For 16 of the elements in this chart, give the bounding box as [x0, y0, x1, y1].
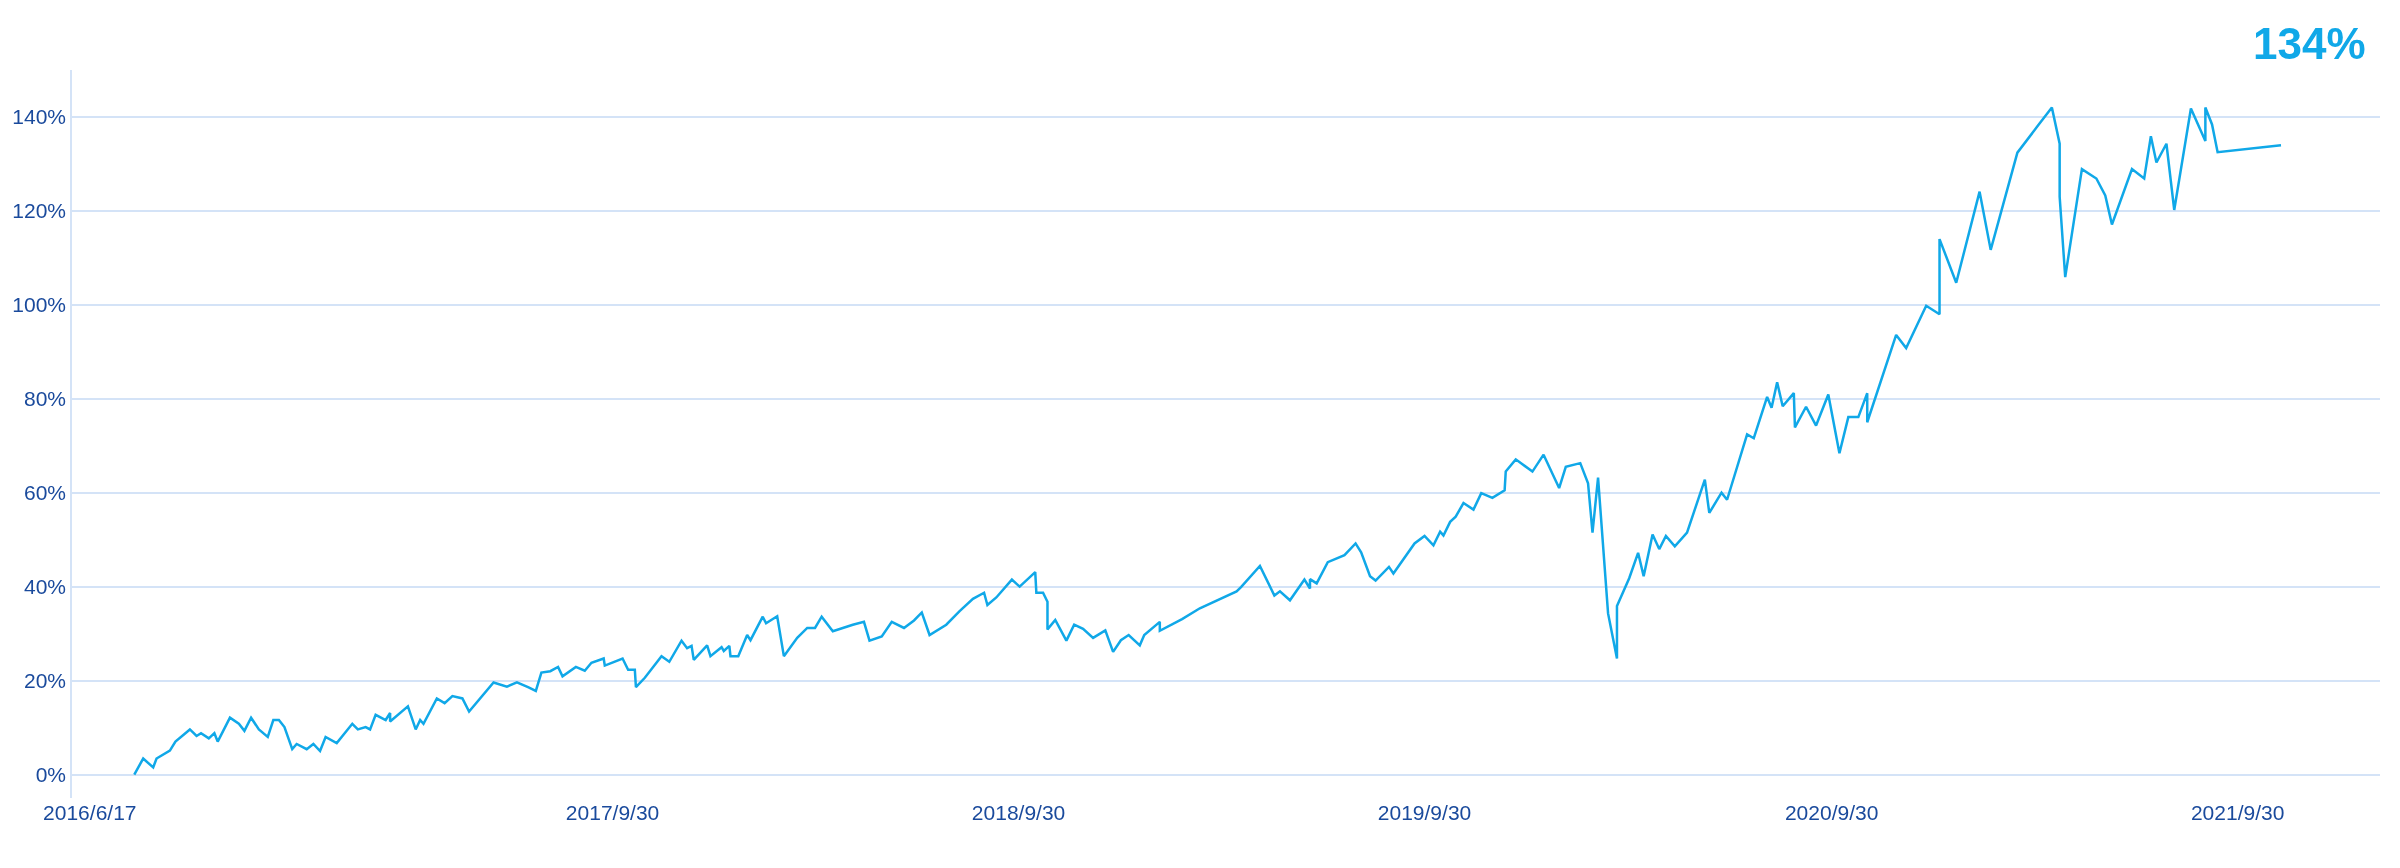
y-tick-label: 100%	[12, 293, 67, 317]
line-series	[133, 106, 2283, 776]
y-tick-label: 120%	[12, 199, 67, 223]
x-tick-label: 2017/9/30	[565, 801, 660, 824]
y-tick-label: 20%	[24, 668, 67, 692]
x-tick-label: 2019/9/30	[1377, 801, 1472, 824]
y-tick-label: 80%	[24, 387, 67, 411]
y-tick-label: 140%	[12, 105, 67, 129]
y-tick-label: 40%	[24, 575, 67, 598]
text: 134%	[2253, 19, 2366, 68]
x-tick-label: 2016/6/17	[43, 801, 137, 824]
y-tick-label: 60%	[24, 481, 67, 505]
x-tick-label: 2018/9/30	[971, 801, 1066, 824]
x-tick-label: 2021/9/30	[2190, 801, 2285, 824]
y-tick-label: 0%	[35, 762, 67, 786]
x-tick-label: 2020/9/30	[1784, 801, 1879, 824]
